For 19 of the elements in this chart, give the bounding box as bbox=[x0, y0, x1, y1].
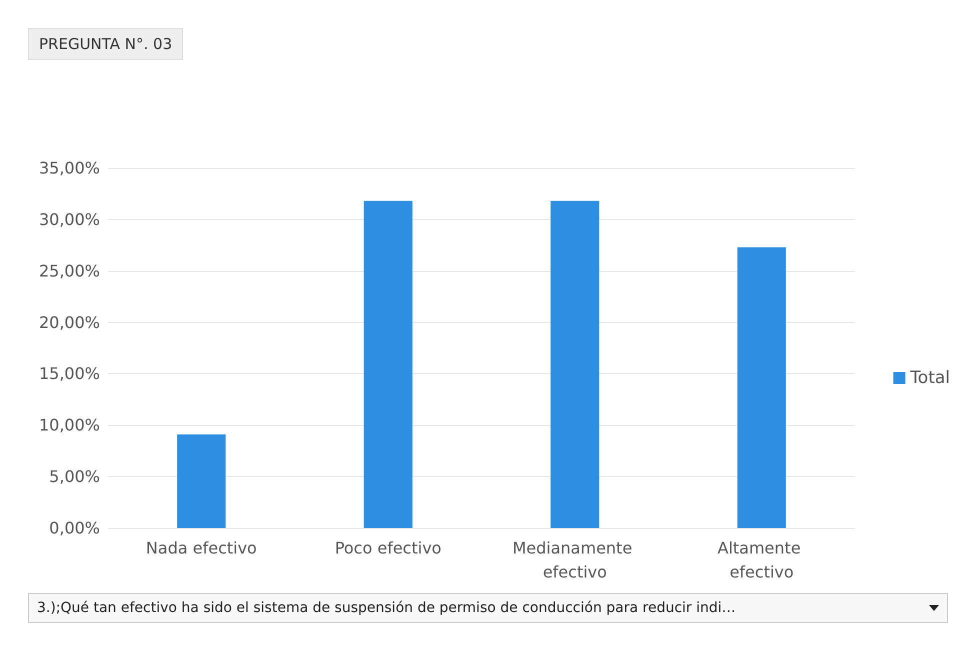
y-tick-label: 10,00% bbox=[38, 416, 100, 435]
bar bbox=[737, 247, 786, 528]
y-tick-label: 35,00% bbox=[38, 158, 100, 178]
bar bbox=[364, 200, 412, 528]
bar bbox=[550, 200, 600, 528]
bar bbox=[177, 434, 226, 528]
y-tick-label: 20,00% bbox=[38, 312, 100, 332]
x-tick-label: Nada efectivo bbox=[146, 538, 257, 558]
y-tick-label: 0,00% bbox=[49, 518, 100, 538]
x-tick-label: Altamente efectivo bbox=[718, 538, 806, 582]
y-tick-label: 5,00% bbox=[49, 467, 100, 486]
chart-title: PREGUNTA N°. 03 bbox=[28, 28, 184, 60]
y-tick-label: 25,00% bbox=[38, 261, 100, 280]
x-tick-label: Medianamente efectivo bbox=[512, 538, 638, 582]
y-tick-label: 30,00% bbox=[38, 210, 100, 229]
legend-label: Total bbox=[909, 368, 950, 388]
y-tick-label: 15,00% bbox=[38, 364, 100, 384]
x-tick-label: Poco efectivo bbox=[334, 538, 442, 558]
text: 3.);Qué tan efectivo ha sido el sistema de suspensión de permiso de conducción para reducir indi… bbox=[37, 600, 736, 616]
